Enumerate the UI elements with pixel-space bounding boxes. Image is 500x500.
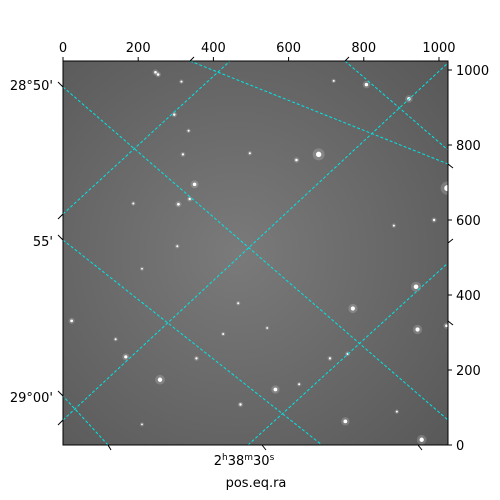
star xyxy=(298,383,301,386)
top-tick-label: 400 xyxy=(201,41,226,56)
ra-tick xyxy=(417,444,423,451)
x-axis-title: pos.eq.ra xyxy=(226,476,287,491)
right-tick-label: 800 xyxy=(456,139,481,154)
star xyxy=(332,79,335,82)
star xyxy=(419,437,424,442)
right-tick-label: 600 xyxy=(456,214,481,229)
star xyxy=(180,80,183,83)
star xyxy=(266,327,269,329)
ra-tick-label: 2h38m30s xyxy=(214,453,275,469)
star xyxy=(114,338,117,341)
star xyxy=(237,302,240,305)
world-ticks xyxy=(57,56,454,451)
dec-tick xyxy=(57,419,64,426)
star xyxy=(392,224,395,227)
grid-line xyxy=(63,239,323,445)
plot-frame xyxy=(62,60,449,446)
star xyxy=(132,202,135,205)
dec-tick xyxy=(447,320,454,326)
grid-line xyxy=(63,395,109,445)
dec-tick xyxy=(447,238,454,244)
star xyxy=(154,70,157,74)
coordinate-grid xyxy=(63,61,448,445)
star xyxy=(295,158,298,162)
top-pixel-axis: 0 200 400 600 800 1000 xyxy=(59,41,456,61)
star xyxy=(364,82,369,87)
star xyxy=(181,153,185,156)
dec-tick-label: 28°50' xyxy=(10,79,53,94)
grid-line xyxy=(189,61,448,165)
star xyxy=(177,202,180,206)
dec-tick xyxy=(447,163,454,169)
plot-area xyxy=(62,60,449,446)
star xyxy=(395,410,398,413)
star xyxy=(445,324,448,328)
star xyxy=(187,129,190,132)
star xyxy=(350,306,355,311)
top-tick-label: 600 xyxy=(276,41,301,56)
star xyxy=(273,387,278,392)
top-tick-label: 200 xyxy=(126,41,151,56)
star xyxy=(188,197,191,201)
dec-tick-label: 29°00' xyxy=(10,391,53,406)
right-tick-label: 400 xyxy=(456,289,481,304)
top-tick-label: 1000 xyxy=(422,41,455,56)
top-tick-label: 0 xyxy=(59,41,67,56)
star xyxy=(413,284,419,290)
star xyxy=(141,267,143,270)
star xyxy=(444,185,448,192)
star-field xyxy=(68,69,448,445)
grid-line xyxy=(63,62,448,421)
star xyxy=(192,182,197,187)
star xyxy=(343,419,348,424)
star xyxy=(239,403,242,406)
ra-tick xyxy=(344,56,350,62)
grid-line xyxy=(247,262,448,445)
image-shading xyxy=(63,61,448,445)
right-pixel-axis: 0 200 400 600 800 1000 xyxy=(448,64,489,454)
dec-tick xyxy=(57,234,64,241)
star xyxy=(124,355,128,359)
star xyxy=(173,113,176,116)
star xyxy=(328,357,332,360)
ra-tick xyxy=(107,444,112,451)
star xyxy=(195,357,198,360)
star xyxy=(432,218,436,222)
ra-tick xyxy=(189,56,195,62)
star xyxy=(156,73,160,76)
right-tick-label: 0 xyxy=(456,439,464,454)
star xyxy=(415,327,420,332)
top-tick-label: 800 xyxy=(351,41,376,56)
right-tick-label: 1000 xyxy=(456,64,489,79)
grid-line xyxy=(63,61,231,215)
star xyxy=(222,333,225,335)
star xyxy=(70,319,74,323)
grid-line xyxy=(344,61,448,151)
star xyxy=(157,377,163,382)
star xyxy=(315,151,322,158)
dec-tick xyxy=(57,213,64,220)
star xyxy=(141,423,143,426)
star xyxy=(176,245,179,248)
ra-tick xyxy=(261,444,267,451)
star xyxy=(248,152,251,155)
dec-tick xyxy=(57,390,64,397)
right-tick-label: 200 xyxy=(456,364,481,379)
dec-tick xyxy=(57,81,64,88)
dec-tick-label: 55' xyxy=(33,235,53,250)
